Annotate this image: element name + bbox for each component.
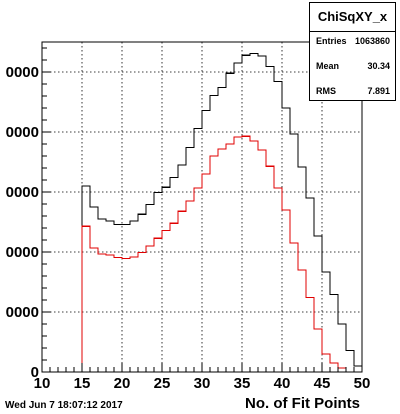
timestamp: Wed Jun 7 18:07:12 2017 (5, 400, 123, 411)
y-tick-label: 0000 (6, 184, 39, 201)
stats-row-rms: RMS 7.891 (316, 84, 390, 98)
stats-box: ChiSqXY_x Entries 1063860 Mean 30.34 RMS… (309, 2, 396, 101)
stats-value: 1063860 (354, 36, 390, 46)
stats-row-mean: Mean 30.34 (316, 59, 390, 73)
x-tick-label: 15 (74, 375, 91, 392)
stats-value: 30.34 (367, 61, 390, 71)
y-tick-label: 0000 (6, 304, 39, 321)
stats-key: Entries (316, 36, 347, 46)
x-tick-label: 45 (314, 375, 331, 392)
histogram-series-1 (42, 135, 362, 373)
histogram-series (42, 52, 362, 373)
x-tick-label: 20 (114, 375, 131, 392)
plot-frame (41, 41, 363, 373)
x-axis-tick-labels: 10 15 20 25 30 35 40 45 50 (34, 375, 371, 392)
x-tick-label: 10 (34, 375, 51, 392)
x-axis-title: No. of Fit Points (245, 395, 360, 412)
y-tick-label: 0000 (6, 64, 39, 81)
x-tick-label: 35 (234, 375, 251, 392)
stats-title: ChiSqXY_x (310, 3, 395, 32)
x-tick-label: 25 (154, 375, 171, 392)
stats-key: Mean (316, 61, 340, 71)
y-tick-label: 0000 (6, 124, 39, 141)
histogram-series-0 (42, 52, 362, 373)
y-tick-label: 0 (31, 364, 39, 381)
stats-key: RMS (316, 86, 336, 96)
x-tick-label: 40 (274, 375, 291, 392)
y-tick-label: 0000 (6, 244, 39, 261)
stats-row-entries: Entries 1063860 (316, 34, 390, 48)
x-tick-label: 30 (194, 375, 211, 392)
stats-value: 7.891 (367, 86, 390, 96)
x-tick-label: 50 (354, 375, 371, 392)
